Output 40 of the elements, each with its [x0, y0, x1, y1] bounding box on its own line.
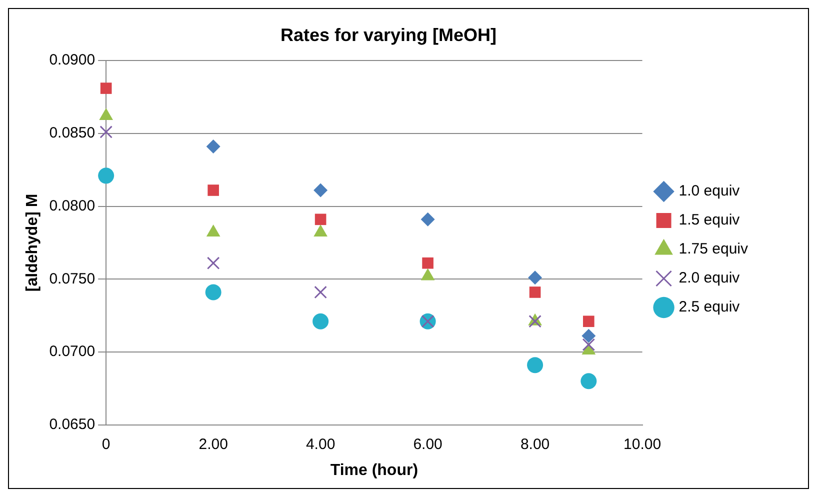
legend-label: 2.5 equiv — [678, 298, 740, 316]
x-tick-label: 6.00 — [413, 436, 442, 453]
point — [98, 168, 114, 184]
y-tick-label: 0.0650 — [49, 416, 96, 433]
point — [582, 338, 596, 352]
x-tick-label: 4.00 — [306, 436, 336, 453]
point — [528, 270, 542, 285]
y-axis-title: [aldehyde] M — [24, 194, 42, 292]
point — [420, 212, 435, 226]
point — [422, 257, 434, 269]
y-tick-label: 0.0750 — [49, 270, 96, 288]
x-tick-label: 8.00 — [520, 436, 550, 453]
point — [206, 140, 220, 154]
x-tick-label: 10.00 — [624, 436, 662, 453]
point — [314, 214, 326, 226]
legend-label: 1.5 equiv — [678, 212, 740, 229]
x-axis-title: Time (hour) — [330, 462, 418, 479]
point — [528, 314, 542, 328]
point — [208, 184, 219, 196]
y-tick-label: 0.0900 — [49, 52, 96, 69]
y-tick-label: 0.0850 — [49, 124, 96, 142]
point — [312, 313, 329, 330]
point — [527, 357, 544, 374]
legend-label: 1.75 equiv — [678, 240, 748, 258]
point — [314, 183, 328, 198]
legend-label: 2.0 equiv — [678, 270, 740, 287]
y-tick-label: 0.0800 — [49, 197, 96, 214]
point — [100, 82, 112, 94]
point — [580, 373, 597, 390]
point — [205, 284, 222, 300]
point — [529, 286, 541, 298]
point — [583, 316, 594, 328]
point — [582, 328, 596, 343]
x-tick-label: 0 — [102, 436, 110, 453]
point — [314, 286, 327, 299]
chart-title: Rates for varying [MeOH] — [280, 24, 497, 45]
legend-label: 1.0 equiv — [678, 182, 740, 200]
y-tick-label: 0.0700 — [49, 343, 96, 360]
point — [206, 256, 220, 270]
x-tick-label: 2.00 — [198, 436, 228, 453]
